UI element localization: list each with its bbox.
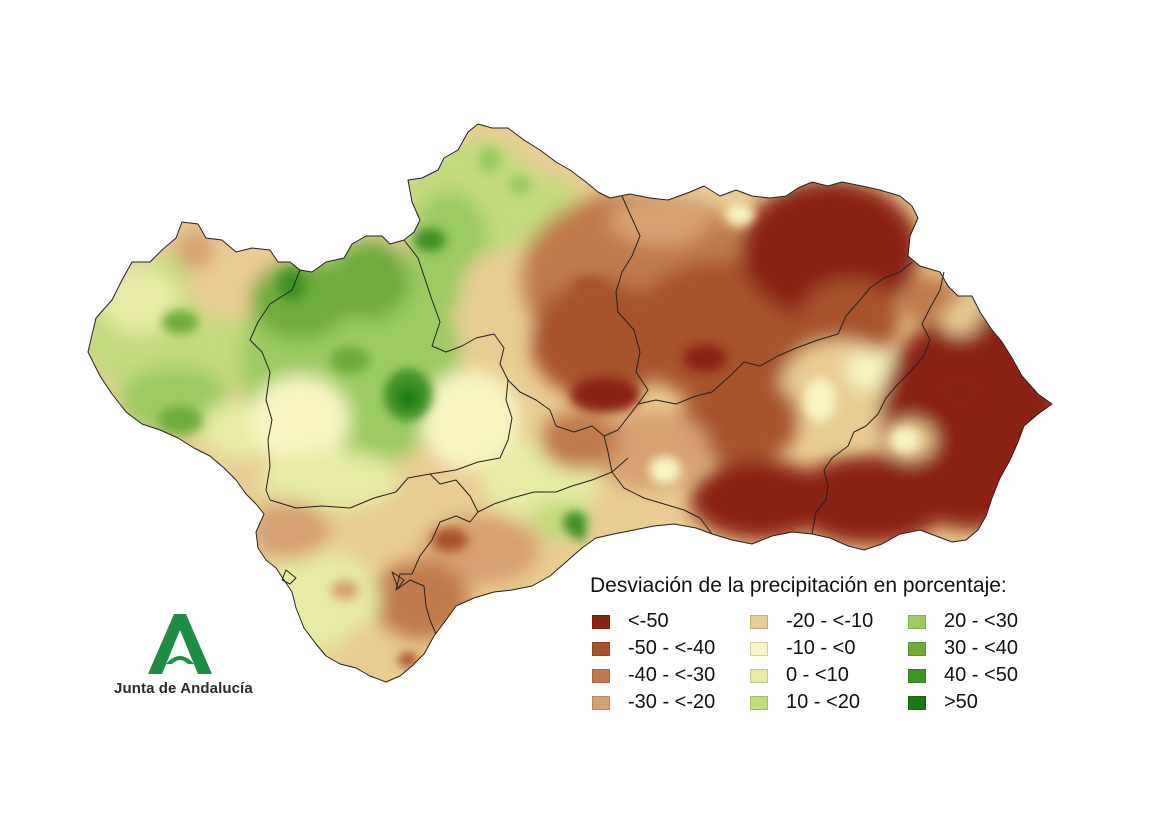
junta-andalucia-logo: Junta de Andalucía — [112, 612, 258, 702]
province-boundaries — [87, 123, 1053, 683]
legend-item: -30 - <-20 — [592, 689, 750, 716]
legend-swatch — [750, 641, 768, 656]
legend-label: 30 - <40 — [944, 637, 1018, 659]
legend-label: -20 - <-10 — [786, 610, 874, 632]
legend: <-50 -50 - <-40 -40 - <-30 -30 - <-20 -20 - … — [592, 608, 1038, 716]
legend-title: Desviación de la precipitación en porcen… — [590, 574, 1007, 597]
legend-swatch — [592, 614, 610, 629]
legend-swatch — [908, 668, 926, 683]
legend-label: -40 - <-30 — [628, 664, 716, 686]
legend-item: 10 - <20 — [750, 689, 908, 716]
legend-item: -20 - <-10 — [750, 608, 908, 635]
legend-label: >50 — [944, 691, 978, 713]
legend-item: -10 - <0 — [750, 635, 908, 662]
legend-item: 40 - <50 — [908, 662, 1038, 689]
legend-swatch — [908, 641, 926, 656]
legend-label: -50 - <-40 — [628, 637, 716, 659]
logo-text: Junta de Andalucía — [114, 680, 253, 697]
legend-swatch — [592, 641, 610, 656]
legend-item: -50 - <-40 — [592, 635, 750, 662]
legend-item: >50 — [908, 689, 1038, 716]
junta-andalucia-a-icon — [148, 614, 212, 674]
legend-swatch — [750, 695, 768, 710]
legend-item: <-50 — [592, 608, 750, 635]
legend-label: 0 - <10 — [786, 664, 849, 686]
legend-label: 20 - <30 — [944, 610, 1018, 632]
legend-item: -40 - <-30 — [592, 662, 750, 689]
legend-swatch — [592, 695, 610, 710]
precipitation-surface — [88, 124, 1052, 682]
legend-label: 10 - <20 — [786, 691, 860, 713]
legend-label: -10 - <0 — [786, 637, 856, 659]
legend-swatch — [750, 614, 768, 629]
legend-item: 0 - <10 — [750, 662, 908, 689]
legend-item: 30 - <40 — [908, 635, 1038, 662]
legend-swatch — [750, 668, 768, 683]
legend-label: <-50 — [628, 610, 669, 632]
legend-item: 20 - <30 — [908, 608, 1038, 635]
legend-label: -30 - <-20 — [628, 691, 716, 713]
legend-swatch — [592, 668, 610, 683]
legend-label: 40 - <50 — [944, 664, 1018, 686]
legend-swatch — [908, 695, 926, 710]
legend-swatch — [908, 614, 926, 629]
